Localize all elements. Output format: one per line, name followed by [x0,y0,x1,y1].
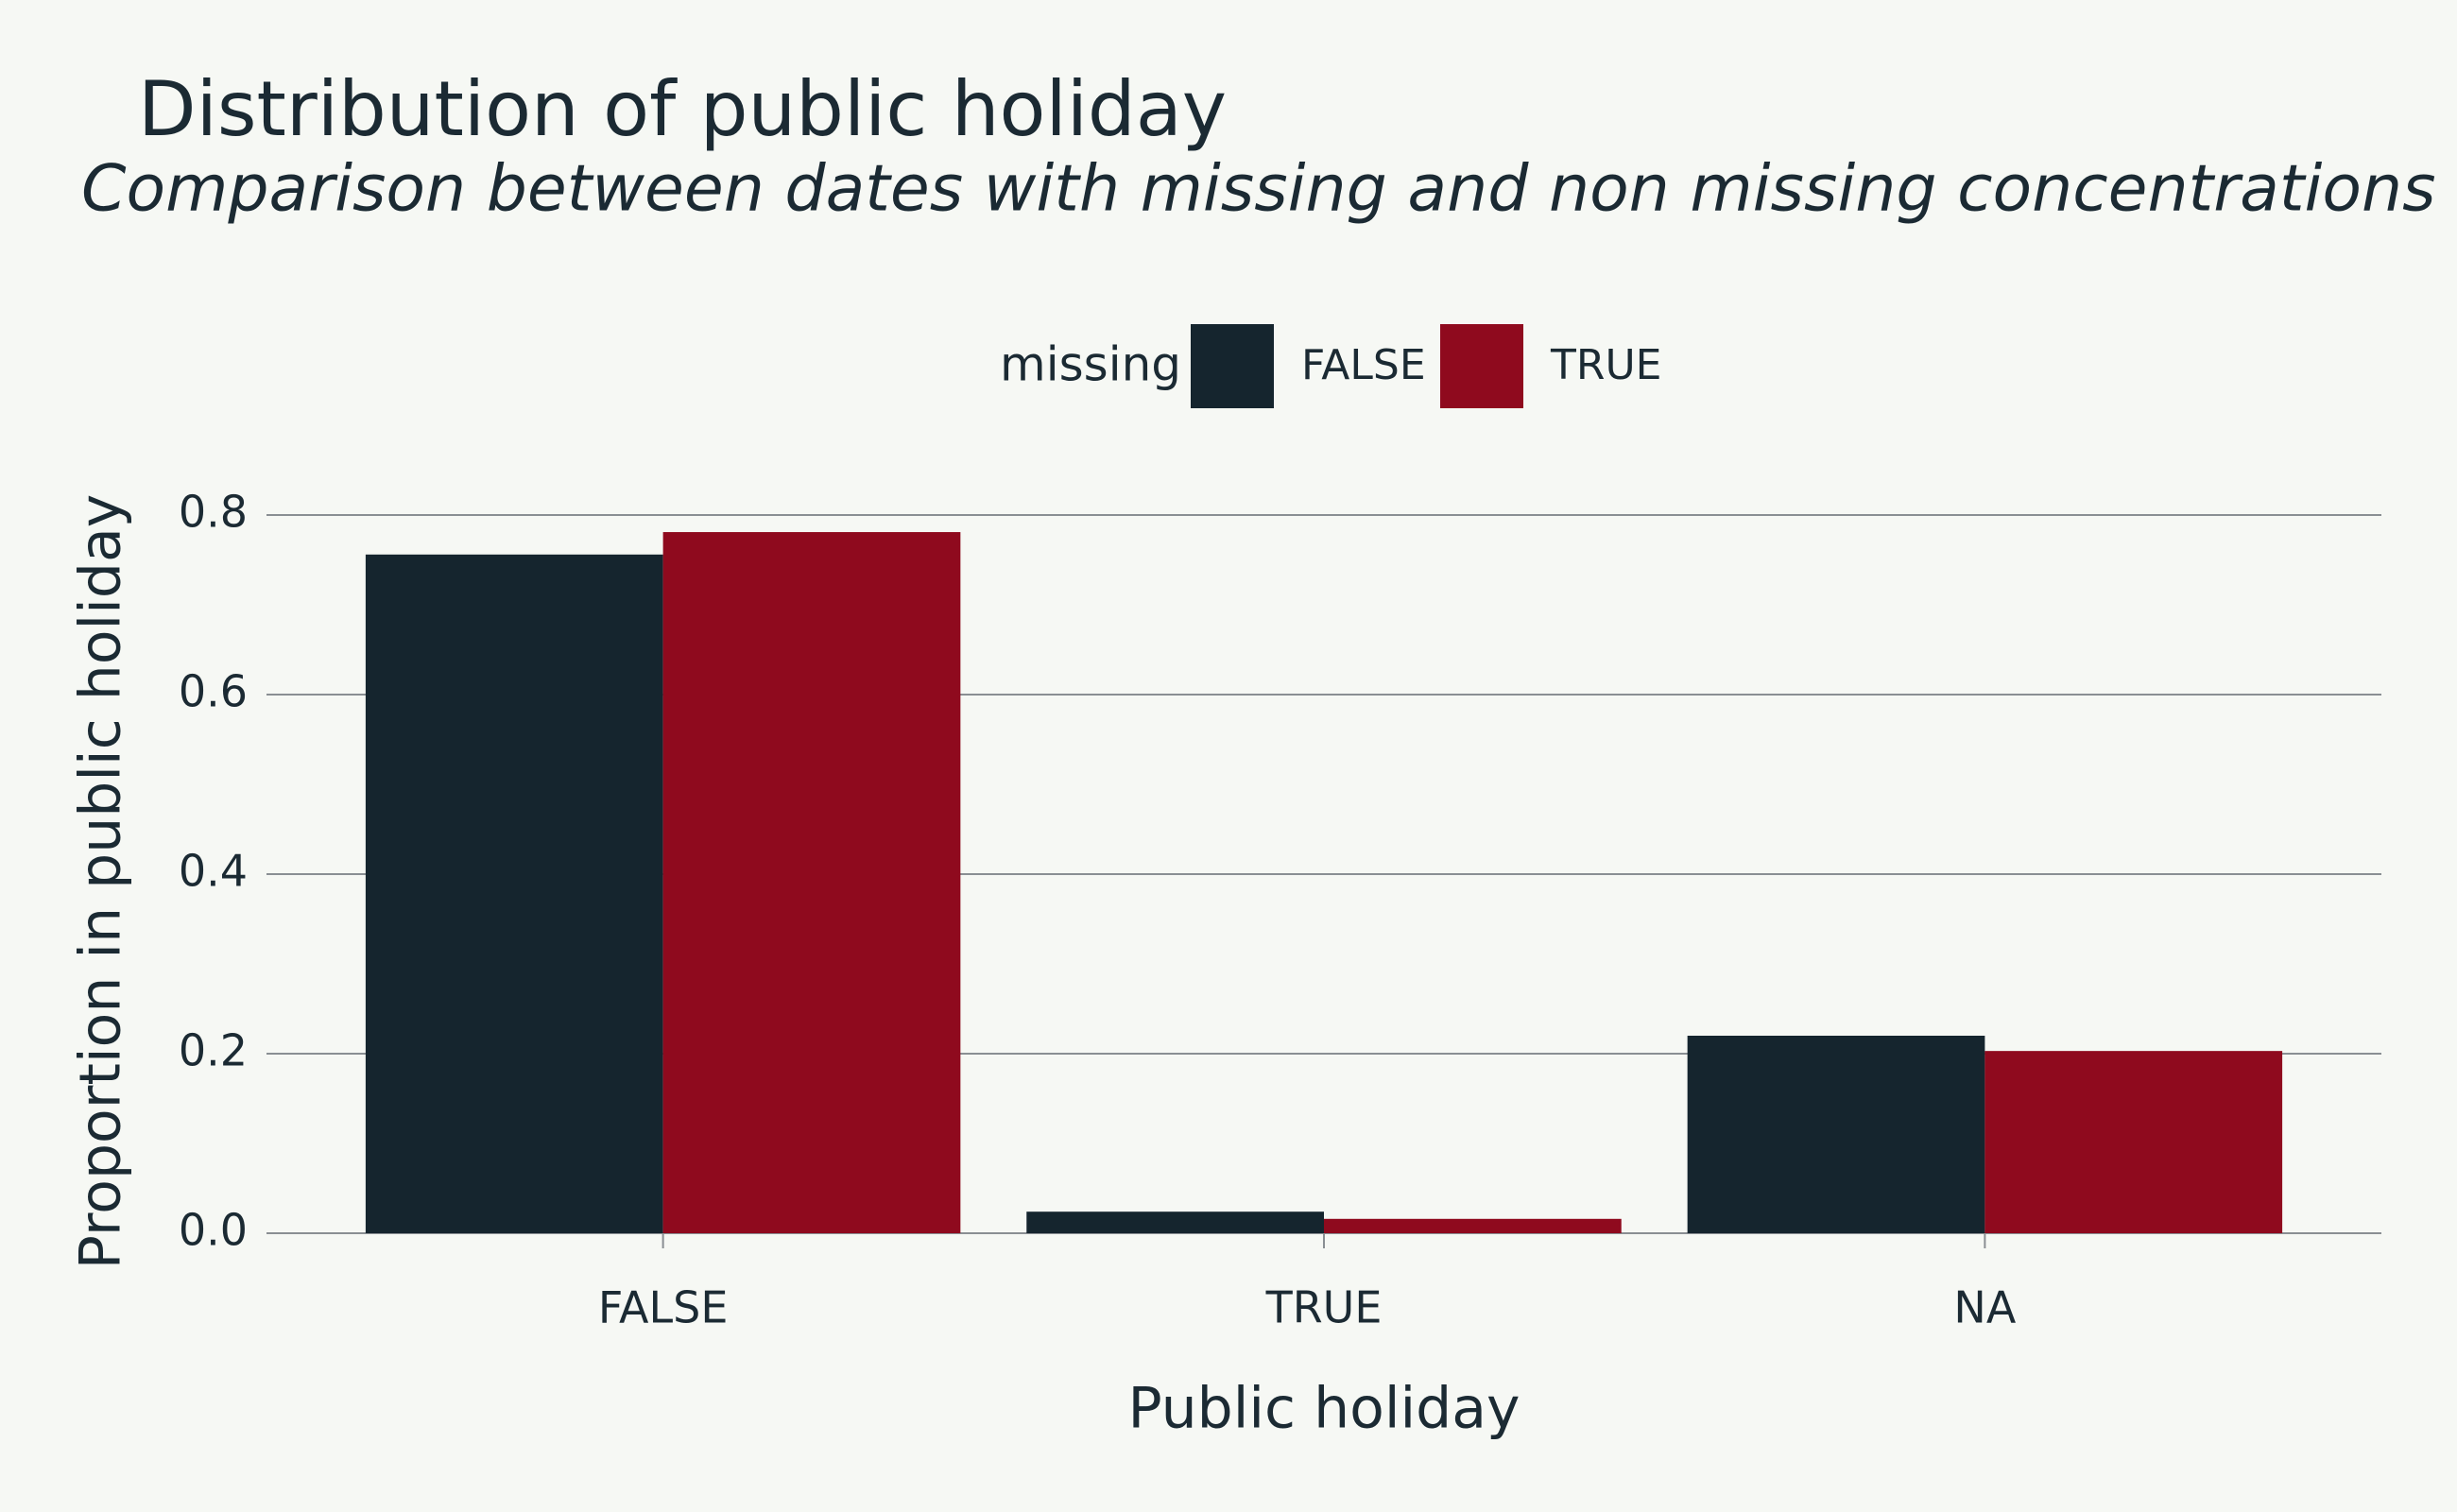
legend: missing FALSE TRUE [1000,324,1661,408]
x-tick-label: FALSE [598,1282,729,1333]
bar [1984,1051,2283,1233]
bar [1324,1218,1622,1233]
legend-label: TRUE [1550,341,1661,389]
x-axis-title: Public holiday [1127,1376,1520,1442]
y-axis-title: Proportion in public holiday [68,494,134,1269]
chart-subtitle: Comparison between dates with missing an… [81,152,2436,227]
bar [662,532,961,1233]
y-tick-label: 0.2 [179,1025,248,1076]
y-tick-label: 0.0 [179,1205,248,1256]
y-tick-label: 0.4 [179,846,248,897]
x-tick-label: TRUE [1265,1282,1383,1333]
legend-key [1191,324,1274,408]
legend-label: FALSE [1301,341,1426,389]
bar [1026,1211,1324,1233]
legend-title: missing [1000,337,1181,392]
chart-title: Distribution of public holiday [138,65,1227,153]
x-tick-label: NA [1953,1282,2016,1333]
y-tick-label: 0.6 [179,666,248,717]
bar [365,554,663,1233]
y-tick-label: 0.8 [179,487,248,538]
legend-key [1440,324,1523,408]
bar [1687,1036,1985,1233]
